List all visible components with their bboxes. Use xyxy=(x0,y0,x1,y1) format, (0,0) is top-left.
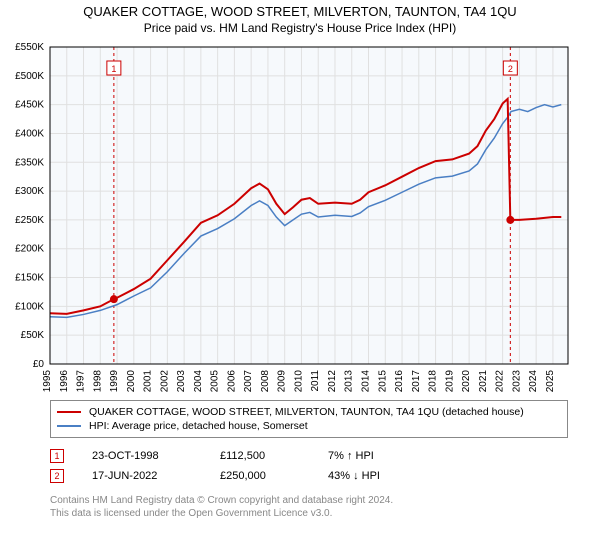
sale-row: 2 17-JUN-2022 £250,000 43% ↓ HPI xyxy=(50,466,568,486)
svg-text:£350K: £350K xyxy=(15,157,44,168)
svg-text:2000: 2000 xyxy=(126,370,137,393)
svg-text:2018: 2018 xyxy=(428,370,439,393)
svg-text:£200K: £200K xyxy=(15,244,44,255)
svg-text:2019: 2019 xyxy=(444,370,455,393)
svg-text:2009: 2009 xyxy=(277,370,288,393)
svg-text:£500K: £500K xyxy=(15,71,44,82)
svg-text:2021: 2021 xyxy=(478,370,489,393)
svg-text:£0: £0 xyxy=(33,359,45,370)
legend-label-hpi: HPI: Average price, detached house, Some… xyxy=(89,420,308,432)
sales-table: 1 23-OCT-1998 £112,500 7% ↑ HPI 2 17-JUN… xyxy=(50,446,568,486)
legend-label-property: QUAKER COTTAGE, WOOD STREET, MILVERTON, … xyxy=(89,406,524,418)
legend: QUAKER COTTAGE, WOOD STREET, MILVERTON, … xyxy=(50,400,568,438)
price-chart: £0 £50K £100K £150K £200K £250K £300K £350K £400… xyxy=(0,39,600,394)
svg-text:2006: 2006 xyxy=(226,370,237,393)
svg-text:2003: 2003 xyxy=(176,370,187,393)
svg-text:2022: 2022 xyxy=(495,370,506,393)
svg-text:2: 2 xyxy=(508,64,513,74)
sale-marker-1: 1 xyxy=(50,449,64,463)
svg-text:£250K: £250K xyxy=(15,215,44,226)
chart-title: QUAKER COTTAGE, WOOD STREET, MILVERTON, … xyxy=(0,0,600,19)
svg-text:2002: 2002 xyxy=(159,370,170,393)
svg-text:2023: 2023 xyxy=(511,370,522,393)
svg-text:2001: 2001 xyxy=(143,370,154,393)
legend-row: QUAKER COTTAGE, WOOD STREET, MILVERTON, … xyxy=(57,405,561,419)
svg-text:2013: 2013 xyxy=(344,370,355,393)
svg-text:2008: 2008 xyxy=(260,370,271,393)
svg-text:2020: 2020 xyxy=(461,370,472,393)
sale-marker-2: 2 xyxy=(50,469,64,483)
svg-text:£400K: £400K xyxy=(15,128,44,139)
sale-delta: 7% ↑ HPI xyxy=(328,450,408,462)
svg-text:1: 1 xyxy=(111,64,116,74)
svg-text:£50K: £50K xyxy=(21,330,45,341)
svg-text:£300K: £300K xyxy=(15,186,44,197)
svg-text:1999: 1999 xyxy=(109,370,120,393)
svg-text:2016: 2016 xyxy=(394,370,405,393)
legend-swatch-property xyxy=(57,411,81,413)
svg-text:2014: 2014 xyxy=(361,370,372,393)
svg-text:1996: 1996 xyxy=(59,370,70,393)
svg-text:£100K: £100K xyxy=(15,301,44,312)
svg-text:2015: 2015 xyxy=(377,370,388,393)
sale-price: £250,000 xyxy=(220,470,300,482)
sale-date: 23-OCT-1998 xyxy=(92,450,192,462)
svg-text:2025: 2025 xyxy=(545,370,556,393)
svg-text:1998: 1998 xyxy=(92,370,103,393)
svg-text:1997: 1997 xyxy=(76,370,87,393)
svg-text:2024: 2024 xyxy=(528,370,539,393)
svg-text:£150K: £150K xyxy=(15,273,44,284)
svg-text:2007: 2007 xyxy=(243,370,254,393)
svg-text:£550K: £550K xyxy=(15,42,44,53)
svg-text:2017: 2017 xyxy=(411,370,422,393)
svg-text:£450K: £450K xyxy=(15,100,44,111)
legend-row: HPI: Average price, detached house, Some… xyxy=(57,419,561,433)
attribution-line2: This data is licensed under the Open Gov… xyxy=(50,507,568,520)
chart-subtitle: Price paid vs. HM Land Registry's House … xyxy=(0,19,600,39)
attribution: Contains HM Land Registry data © Crown c… xyxy=(50,494,568,520)
svg-text:2011: 2011 xyxy=(310,370,321,392)
sale-delta: 43% ↓ HPI xyxy=(328,470,408,482)
svg-text:2005: 2005 xyxy=(210,370,221,393)
svg-text:2010: 2010 xyxy=(293,370,304,393)
sale-date: 17-JUN-2022 xyxy=(92,470,192,482)
sale-price: £112,500 xyxy=(220,450,300,462)
legend-swatch-hpi xyxy=(57,425,81,427)
sale-row: 1 23-OCT-1998 £112,500 7% ↑ HPI xyxy=(50,446,568,466)
svg-text:1995: 1995 xyxy=(42,370,53,393)
attribution-line1: Contains HM Land Registry data © Crown c… xyxy=(50,494,568,507)
svg-text:2012: 2012 xyxy=(327,370,338,393)
svg-text:2004: 2004 xyxy=(193,370,204,393)
